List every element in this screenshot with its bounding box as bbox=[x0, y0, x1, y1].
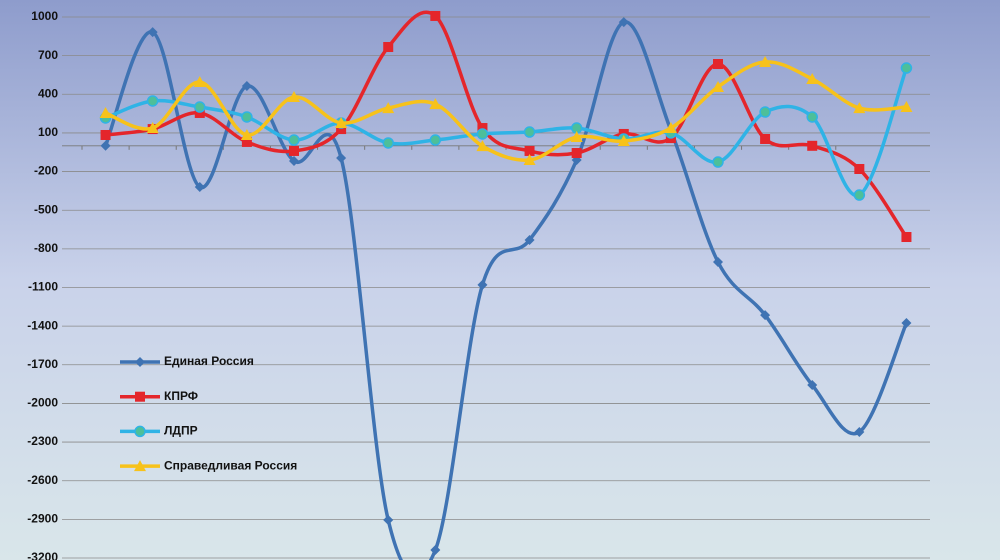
point bbox=[854, 163, 865, 174]
point bbox=[335, 117, 348, 129]
point bbox=[382, 102, 395, 114]
point bbox=[241, 111, 253, 123]
point bbox=[524, 234, 535, 245]
y-tick-label: -2300 bbox=[27, 434, 58, 448]
point bbox=[806, 72, 819, 84]
point bbox=[336, 153, 347, 164]
point bbox=[476, 140, 489, 152]
point bbox=[194, 182, 205, 193]
point bbox=[241, 81, 252, 92]
point bbox=[430, 10, 441, 21]
y-tick-label: -1700 bbox=[27, 357, 58, 371]
point bbox=[99, 106, 112, 118]
point bbox=[241, 136, 252, 147]
point bbox=[430, 545, 441, 556]
point bbox=[147, 27, 158, 38]
point bbox=[193, 76, 206, 88]
point bbox=[900, 62, 913, 74]
point bbox=[194, 107, 205, 118]
point bbox=[759, 106, 771, 118]
point bbox=[383, 42, 394, 53]
point bbox=[760, 133, 771, 144]
point bbox=[100, 129, 111, 140]
point bbox=[476, 128, 489, 140]
point bbox=[807, 380, 818, 391]
y-tick-label: -800 bbox=[34, 241, 58, 255]
point bbox=[523, 126, 536, 138]
point bbox=[135, 357, 145, 367]
point bbox=[523, 153, 536, 165]
point bbox=[146, 95, 159, 107]
y-tick-label: 1000 bbox=[31, 9, 58, 23]
point bbox=[135, 391, 145, 402]
point bbox=[134, 425, 146, 438]
point bbox=[807, 140, 818, 151]
y-tick-label: -1400 bbox=[27, 318, 58, 332]
point bbox=[382, 137, 394, 149]
point bbox=[429, 134, 442, 146]
point bbox=[524, 145, 535, 156]
y-tick-label: -2600 bbox=[27, 473, 58, 487]
point bbox=[854, 427, 865, 438]
point bbox=[712, 80, 724, 92]
point bbox=[853, 102, 866, 114]
point bbox=[134, 460, 146, 472]
series-line bbox=[103, 20, 909, 560]
y-tick-label: -2900 bbox=[27, 512, 58, 526]
point bbox=[429, 98, 442, 110]
y-tick-label: 400 bbox=[38, 86, 58, 100]
point bbox=[289, 156, 299, 167]
point bbox=[288, 90, 300, 102]
point bbox=[853, 189, 866, 201]
point bbox=[194, 101, 206, 113]
legend-label: ЛДПР bbox=[164, 424, 198, 438]
point bbox=[664, 122, 677, 134]
point bbox=[336, 124, 347, 135]
y-tick-label: -200 bbox=[34, 164, 58, 178]
point bbox=[571, 148, 582, 159]
point bbox=[900, 101, 913, 113]
point bbox=[618, 17, 629, 28]
y-tick-label: -1100 bbox=[28, 280, 58, 294]
y-tick-label: -500 bbox=[34, 202, 58, 216]
point bbox=[901, 232, 912, 243]
point bbox=[288, 134, 300, 146]
point bbox=[759, 55, 772, 67]
point bbox=[713, 59, 723, 70]
point bbox=[477, 279, 488, 290]
point bbox=[806, 111, 818, 123]
point bbox=[617, 135, 630, 147]
point bbox=[383, 515, 394, 526]
point bbox=[760, 310, 771, 321]
point bbox=[901, 318, 912, 329]
point bbox=[712, 156, 724, 168]
point bbox=[477, 123, 488, 134]
point bbox=[570, 131, 583, 143]
point bbox=[100, 140, 111, 151]
legend-label: Единая Россия bbox=[164, 354, 254, 368]
point bbox=[146, 122, 159, 134]
y-tick-label: -2000 bbox=[27, 396, 58, 410]
point bbox=[240, 128, 253, 140]
point bbox=[713, 256, 723, 267]
point bbox=[289, 145, 299, 156]
legend-label: Справедливая Россия bbox=[164, 458, 297, 472]
legend-label: КПРФ bbox=[164, 389, 198, 403]
y-tick-label: 700 bbox=[38, 48, 58, 62]
y-tick-label: -3200 bbox=[27, 550, 58, 560]
y-tick-label: 100 bbox=[38, 125, 58, 139]
